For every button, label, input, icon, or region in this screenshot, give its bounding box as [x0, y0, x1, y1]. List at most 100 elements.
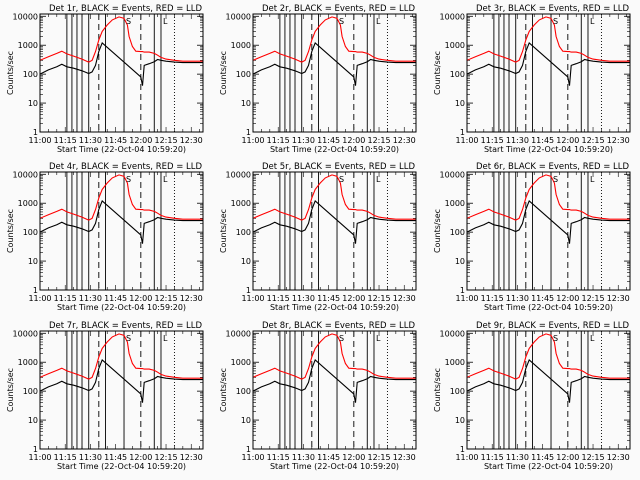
x-axis-label: Start Time (22-Oct-04 10:59:20): [484, 145, 613, 154]
x-tick-label: 12:15: [367, 453, 390, 462]
y-axis-label: Counts/sec: [433, 51, 442, 95]
y-tick-label: 1000: [445, 358, 465, 367]
series-black-line: [253, 41, 416, 86]
x-tick-label: 11:30: [79, 453, 102, 462]
panel-title: Det 1r, BLACK = Events, RED = LLD: [49, 4, 203, 14]
x-tick-label: 12:15: [367, 136, 390, 145]
series-red-line: [253, 16, 416, 63]
marker-label: S: [553, 334, 558, 343]
x-tick-label: 12:30: [607, 136, 630, 145]
marker-label: L: [590, 17, 595, 26]
y-tick-label: 1000: [18, 41, 38, 50]
x-tick-label: 11:15: [481, 453, 504, 462]
panel-title: Det 7r, BLACK = Events, RED = LLD: [49, 321, 203, 331]
y-tick-label: 100: [450, 387, 465, 396]
series-red-line: [40, 333, 203, 380]
y-tick-label: 1: [246, 128, 251, 137]
panel-title: Det 4r, BLACK = Events, RED = LLD: [49, 162, 203, 172]
x-tick-label: 12:00: [556, 294, 579, 303]
marker-label: S: [126, 334, 131, 343]
marker-label: L: [376, 334, 381, 343]
marker-label: S: [553, 175, 558, 184]
x-axis-label: Start Time (22-Oct-04 10:59:20): [57, 145, 186, 154]
x-tick-label: 11:45: [317, 294, 340, 303]
y-axis-label: Counts/sec: [6, 368, 15, 412]
y-tick-label: 1: [460, 128, 465, 137]
x-tick-label: 11:45: [531, 294, 554, 303]
x-tick-label: 11:15: [267, 136, 290, 145]
x-tick-label: 11:15: [267, 453, 290, 462]
x-tick-label: 12:15: [581, 136, 604, 145]
x-tick-label: 11:00: [455, 453, 478, 462]
y-tick-label: 1000: [18, 358, 38, 367]
x-tick-label: 12:15: [154, 453, 177, 462]
y-axis-label: Counts/sec: [219, 51, 228, 95]
series-black-line: [40, 358, 203, 403]
x-axis-label: Start Time (22-Oct-04 10:59:20): [57, 303, 186, 312]
y-tick-label: 10000: [13, 12, 38, 21]
y-tick-label: 1: [460, 286, 465, 295]
y-tick-label: 1: [33, 286, 38, 295]
plot-frame: [39, 171, 204, 291]
series-black-line: [467, 41, 630, 86]
x-tick-label: 12:15: [581, 294, 604, 303]
x-tick-label: 12:15: [154, 294, 177, 303]
x-tick-label: 11:00: [241, 294, 264, 303]
panel-2: Det 2r, BLACK = Events, RED = LLD 1 10 100 1…: [219, 4, 417, 154]
panel-plot-area: [467, 14, 630, 132]
series-red-line: [467, 16, 630, 63]
plot-frame: [39, 13, 204, 133]
x-tick-label: 11:30: [292, 136, 315, 145]
y-tick-label: 100: [23, 70, 38, 79]
x-tick-label: 11:15: [54, 136, 77, 145]
y-tick-label: 1000: [445, 199, 465, 208]
x-tick-label: 12:30: [180, 294, 203, 303]
x-tick-label: 11:45: [531, 453, 554, 462]
panel-plot-area: [467, 331, 630, 449]
y-tick-label: 1000: [18, 199, 38, 208]
x-tick-label: 12:15: [154, 136, 177, 145]
y-tick-label: 1: [33, 128, 38, 137]
y-tick-label: 1000: [231, 41, 251, 50]
y-tick-label: 10: [241, 99, 251, 108]
marker-label: S: [553, 17, 558, 26]
x-axis-label: Start Time (22-Oct-04 10:59:20): [484, 462, 613, 471]
series-red-line: [253, 174, 416, 221]
x-tick-label: 11:00: [28, 136, 51, 145]
x-tick-label: 11:15: [267, 294, 290, 303]
marker-label: S: [126, 175, 131, 184]
series-black-line: [40, 41, 203, 86]
series-black-line: [253, 358, 416, 403]
series-black-line: [40, 199, 203, 244]
x-tick-label: 11:30: [506, 136, 529, 145]
panel-5: Det 5r, BLACK = Events, RED = LLD 1 10 100 1…: [219, 162, 417, 312]
marker-label: S: [339, 175, 344, 184]
marker-label: L: [590, 175, 595, 184]
y-tick-label: 10: [241, 257, 251, 266]
x-tick-label: 11:30: [79, 294, 102, 303]
x-tick-label: 12:30: [180, 453, 203, 462]
marker-label: L: [163, 334, 168, 343]
plot-frame: [252, 171, 417, 291]
panel-title: Det 2r, BLACK = Events, RED = LLD: [262, 4, 416, 14]
x-axis-label: Start Time (22-Oct-04 10:59:20): [270, 462, 399, 471]
x-tick-label: 11:45: [531, 136, 554, 145]
x-tick-label: 11:00: [241, 136, 264, 145]
panel-plot-area: [467, 172, 630, 290]
marker-label: S: [126, 17, 131, 26]
panel-plot-area: [40, 14, 203, 132]
y-tick-label: 10000: [440, 329, 465, 338]
y-axis-label: Counts/sec: [433, 209, 442, 253]
plot-frame: [466, 330, 631, 450]
panel-title: Det 6r, BLACK = Events, RED = LLD: [476, 162, 630, 172]
marker-label: S: [339, 334, 344, 343]
panel-plot-area: [253, 14, 416, 132]
y-axis-label: Counts/sec: [219, 368, 228, 412]
x-tick-label: 11:15: [481, 136, 504, 145]
x-tick-label: 11:00: [455, 294, 478, 303]
x-tick-label: 12:00: [556, 136, 579, 145]
x-tick-label: 12:30: [393, 294, 416, 303]
panel-7: Det 7r, BLACK = Events, RED = LLD 1 10 100 1…: [6, 321, 204, 471]
marker-label: L: [376, 17, 381, 26]
y-tick-label: 100: [23, 387, 38, 396]
